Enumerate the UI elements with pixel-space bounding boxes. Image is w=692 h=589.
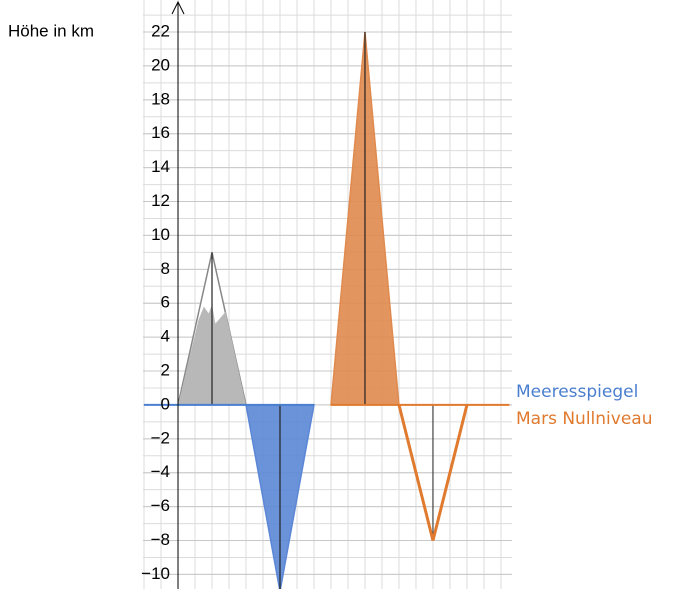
y-tick-label: 14 — [151, 157, 170, 176]
legend-label: Mars Nullniveau — [516, 409, 652, 429]
y-axis-label: Höhe in km — [8, 21, 94, 40]
y-tick-label: 4 — [161, 327, 170, 346]
y-tick-label: −8 — [151, 530, 170, 549]
y-tick-label: −6 — [151, 496, 170, 515]
y-tick-label: 12 — [151, 191, 170, 210]
y-tick-label: 18 — [151, 89, 170, 108]
y-tick-label: −10 — [141, 564, 170, 583]
y-tick-label: 22 — [151, 22, 170, 41]
y-tick-label: 8 — [161, 259, 170, 278]
y-tick-label: 6 — [161, 293, 170, 312]
marks — [144, 32, 509, 589]
page: Höhe in km −10 −8 −6 −4 −2 0 2 4 6 8 10 12 14 16 18 20 2… — [0, 0, 692, 589]
y-tick-label: 16 — [151, 123, 170, 142]
y-tick-label: 2 — [161, 361, 170, 380]
chart: Höhe in km −10 −8 −6 −4 −2 0 2 4 6 8 10 12 14 16 18 20 2… — [0, 0, 692, 589]
legend-label: Meeresspiegel — [516, 382, 638, 402]
y-tick-label: −2 — [151, 428, 170, 447]
y-tick-label: −4 — [151, 462, 170, 481]
y-tick-label: 0 — [161, 394, 170, 413]
y-tick-label: 20 — [151, 55, 170, 74]
grid — [143, 0, 512, 589]
y-tick-label: 10 — [151, 225, 170, 244]
